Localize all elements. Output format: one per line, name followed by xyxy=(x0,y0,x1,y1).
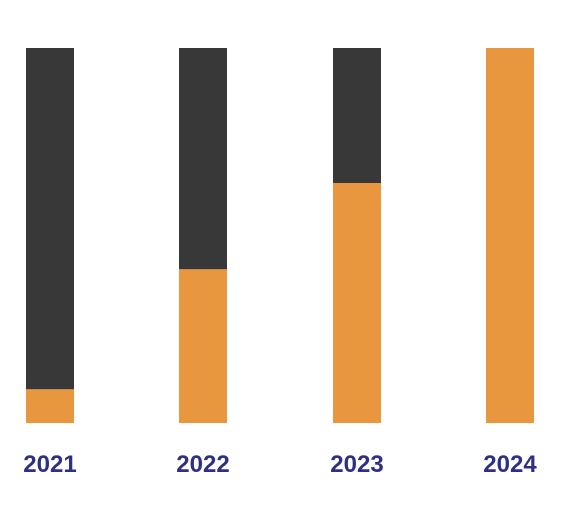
bar-progress-2022 xyxy=(179,269,227,423)
bar-progress-2024 xyxy=(486,48,534,423)
x-tick-label: 2021 xyxy=(23,451,76,478)
x-tick-label: 2024 xyxy=(483,451,537,478)
bar-remainder-2021 xyxy=(26,48,74,390)
bar-progress-2021 xyxy=(26,389,74,423)
bar-group xyxy=(26,48,534,423)
bar-remainder-2022 xyxy=(179,48,227,270)
x-tick-label: 2023 xyxy=(330,451,383,478)
bar-progress-2023 xyxy=(333,183,381,423)
x-axis-labels: 2021 2022 2023 2024 xyxy=(23,451,537,478)
bar-remainder-2023 xyxy=(333,48,381,183)
x-tick-label: 2022 xyxy=(176,451,229,478)
